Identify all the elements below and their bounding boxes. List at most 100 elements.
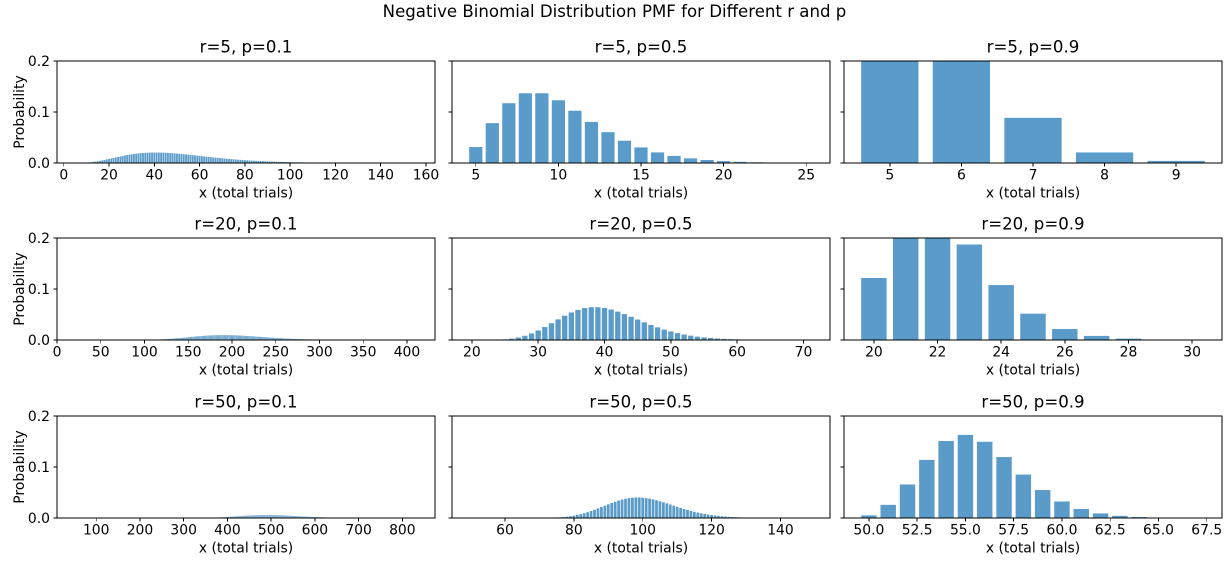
bar <box>110 158 113 163</box>
bar <box>996 457 1012 518</box>
bar <box>199 336 200 340</box>
x-axis-label: x (total trials) <box>594 363 688 379</box>
subplot-title: r=20, p=0.1 <box>194 215 297 234</box>
bar <box>219 158 221 163</box>
bar <box>168 338 170 340</box>
x-tick-label: 100 <box>83 523 110 539</box>
x-tick-label: 67.5 <box>1191 523 1222 539</box>
bar <box>167 338 169 340</box>
bar <box>186 337 187 340</box>
bar <box>173 153 176 163</box>
x-axis-label: x (total trials) <box>986 363 1080 379</box>
bar <box>211 335 213 340</box>
bar <box>977 441 993 518</box>
bar <box>103 159 106 163</box>
bar <box>239 159 242 163</box>
bar <box>117 156 119 163</box>
bar <box>223 335 225 340</box>
bar <box>244 335 246 340</box>
bar <box>502 103 516 163</box>
bar <box>196 155 199 163</box>
bar <box>266 337 268 340</box>
x-tick-label: 50 <box>92 345 110 361</box>
bar <box>713 515 717 518</box>
x-tick-label: 55.0 <box>950 523 981 539</box>
bar <box>183 337 185 340</box>
bar <box>174 338 176 340</box>
x-axis-label: x (total trials) <box>986 541 1080 557</box>
x-axis-label: x (total trials) <box>199 186 293 202</box>
subplot-r5-p0_5: 5 10 15 20 25 r=5, p=0.5 x (total trials) <box>448 38 831 202</box>
bars <box>861 61 1205 163</box>
bar <box>919 459 935 518</box>
bar <box>548 323 555 340</box>
bar <box>182 154 185 163</box>
bar <box>551 100 566 163</box>
bar <box>292 338 294 340</box>
subplot-title: r=20, p=0.9 <box>981 215 1084 234</box>
bar <box>203 156 206 163</box>
bar <box>215 335 216 340</box>
bar <box>269 337 270 340</box>
bar <box>189 337 191 340</box>
bar <box>1004 117 1062 163</box>
y-axis-label: Probability <box>12 75 28 148</box>
bar <box>601 308 608 340</box>
bar <box>227 335 228 340</box>
bar <box>295 338 297 340</box>
bar <box>899 484 916 518</box>
subplot-r50-p0_1: 100 200 300 400 500 600 700 800 0.0 0.1 0.2 r=50, p… <box>12 393 436 557</box>
y-axis-label: Probability <box>12 430 28 503</box>
bar <box>146 152 149 163</box>
bar <box>246 335 248 340</box>
bar <box>121 155 124 163</box>
bar <box>123 155 126 163</box>
bar <box>207 156 210 163</box>
bars <box>861 434 1205 518</box>
x-tick-label: 10 <box>550 168 568 184</box>
bars <box>531 497 793 518</box>
bar <box>235 335 236 340</box>
bar <box>263 337 264 340</box>
bar <box>275 337 277 340</box>
y-tick-label: 0.2 <box>28 231 50 247</box>
bar <box>255 160 258 163</box>
bar <box>273 161 276 163</box>
bar <box>250 160 253 163</box>
bar <box>1052 329 1078 340</box>
bar <box>648 498 651 518</box>
x-tick-label: 100 <box>277 168 304 184</box>
bar <box>634 497 638 518</box>
bar <box>169 153 172 163</box>
bar <box>257 160 260 163</box>
bar <box>221 335 222 340</box>
bar <box>237 335 239 340</box>
bar <box>286 338 288 340</box>
bar <box>198 155 201 163</box>
bar <box>208 335 210 340</box>
bar <box>218 335 220 340</box>
bars <box>130 335 382 340</box>
bar <box>1054 501 1070 518</box>
bar <box>293 338 295 340</box>
bar <box>631 497 634 518</box>
bar <box>114 157 117 163</box>
bar <box>231 335 233 340</box>
x-tick-label: 200 <box>219 345 246 361</box>
bar <box>170 338 172 340</box>
bar <box>1020 313 1046 340</box>
bar <box>190 336 192 340</box>
x-tick-label: 0 <box>59 168 68 184</box>
bar <box>187 337 189 340</box>
bar <box>287 338 289 340</box>
bar <box>1015 474 1032 518</box>
bar <box>248 160 251 163</box>
subplot-r5-p0_1: 0 20 40 60 80 100 120 140 160 0.0 0.1 0.2 r=5, p=0.1… <box>12 38 439 202</box>
bar <box>162 152 165 163</box>
bar <box>254 336 256 340</box>
x-axis-label: x (total trials) <box>986 186 1080 202</box>
x-tick-label: 20 <box>100 168 118 184</box>
bar <box>679 507 682 518</box>
bar <box>683 158 698 163</box>
